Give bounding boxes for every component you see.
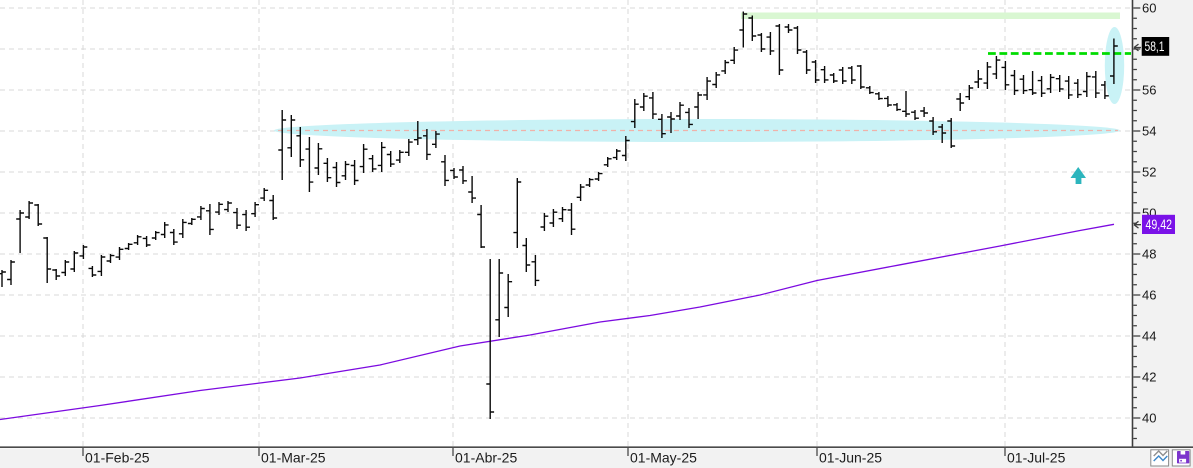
svg-text:44: 44 [1142, 329, 1156, 344]
svg-text:01-Jun-25: 01-Jun-25 [819, 450, 882, 466]
svg-text:42: 42 [1142, 370, 1156, 385]
svg-text:58,1: 58,1 [1145, 39, 1165, 54]
svg-text:01-Mar-25: 01-Mar-25 [261, 450, 326, 466]
svg-text:01-May-25: 01-May-25 [630, 450, 697, 466]
svg-text:49,42: 49,42 [1146, 217, 1173, 232]
svg-text:48: 48 [1142, 247, 1156, 262]
svg-text:01-Jul-25: 01-Jul-25 [1007, 450, 1066, 466]
svg-text:46: 46 [1142, 288, 1156, 303]
svg-text:56: 56 [1142, 83, 1156, 98]
svg-text:60: 60 [1142, 1, 1156, 16]
svg-text:40: 40 [1142, 411, 1156, 426]
svg-text:54: 54 [1142, 124, 1156, 139]
svg-text:01-Feb-25: 01-Feb-25 [85, 450, 150, 466]
svg-text:01-Abr-25: 01-Abr-25 [455, 450, 517, 466]
svg-text:52: 52 [1142, 165, 1156, 180]
